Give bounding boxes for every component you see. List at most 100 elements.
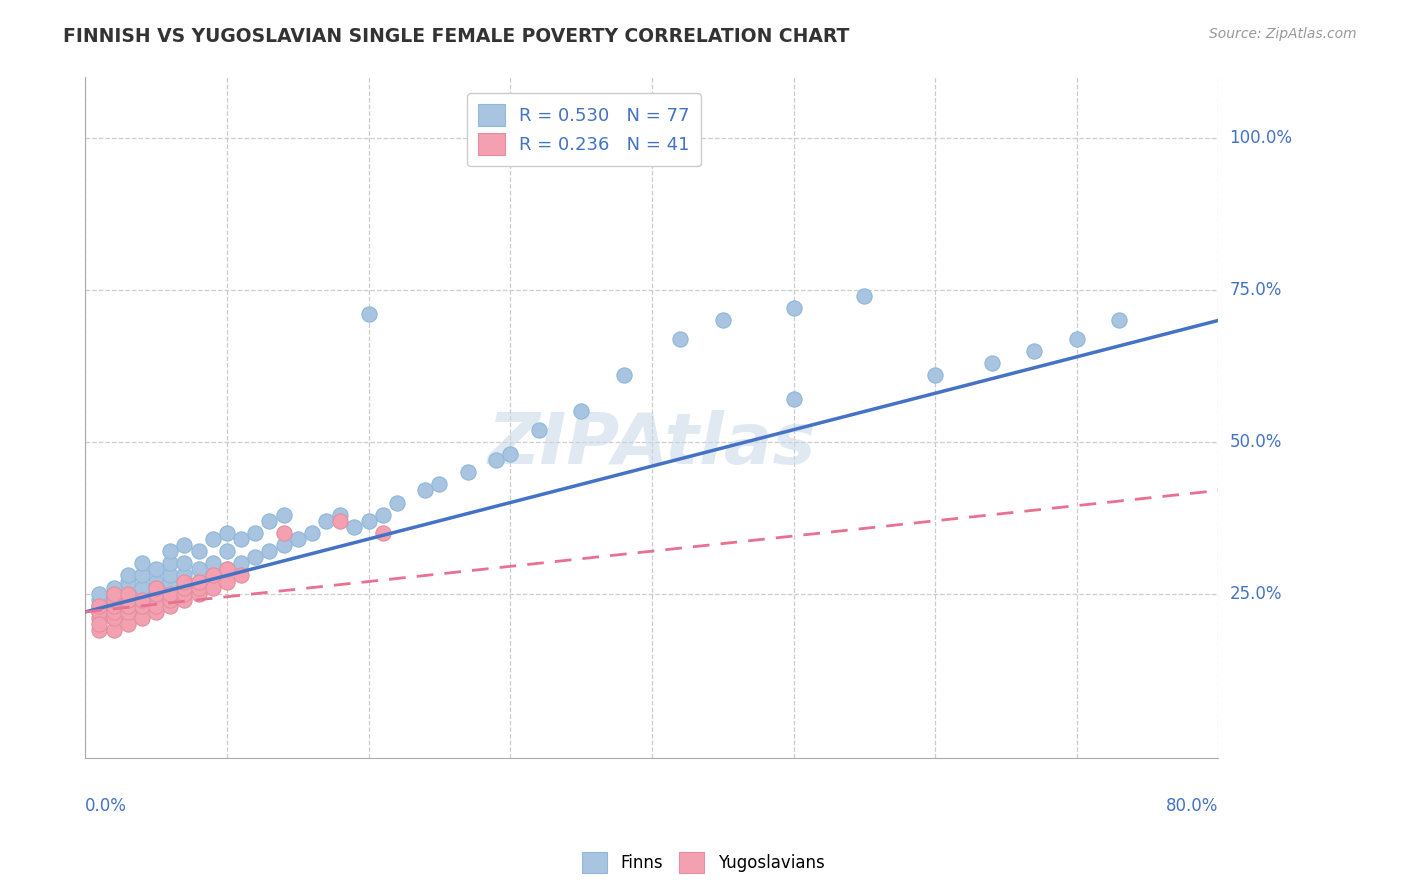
- Point: [103, 592, 125, 607]
- Point: [103, 611, 125, 625]
- Point: [980, 356, 1002, 370]
- Point: [131, 581, 153, 595]
- Text: 0.0%: 0.0%: [86, 797, 127, 814]
- Point: [131, 599, 153, 613]
- Point: [229, 532, 252, 546]
- Point: [343, 520, 366, 534]
- Point: [924, 368, 946, 382]
- Point: [215, 525, 238, 540]
- Point: [159, 557, 181, 571]
- Point: [201, 532, 224, 546]
- Point: [103, 581, 125, 595]
- Point: [315, 514, 337, 528]
- Point: [187, 562, 209, 576]
- Point: [117, 605, 139, 619]
- Point: [103, 587, 125, 601]
- Point: [159, 574, 181, 589]
- Point: [201, 568, 224, 582]
- Point: [117, 568, 139, 582]
- Text: 25.0%: 25.0%: [1230, 584, 1282, 603]
- Point: [117, 574, 139, 589]
- Point: [145, 562, 167, 576]
- Point: [569, 404, 592, 418]
- Legend: R = 0.530   N = 77, R = 0.236   N = 41: R = 0.530 N = 77, R = 0.236 N = 41: [467, 94, 700, 166]
- Text: FINNISH VS YUGOSLAVIAN SINGLE FEMALE POVERTY CORRELATION CHART: FINNISH VS YUGOSLAVIAN SINGLE FEMALE POV…: [63, 27, 849, 45]
- Point: [711, 313, 734, 327]
- Point: [173, 587, 195, 601]
- Point: [215, 562, 238, 576]
- Text: 80.0%: 80.0%: [1166, 797, 1219, 814]
- Text: 50.0%: 50.0%: [1230, 433, 1282, 450]
- Point: [1066, 332, 1088, 346]
- Point: [131, 592, 153, 607]
- Point: [145, 574, 167, 589]
- Point: [329, 508, 352, 522]
- Point: [245, 550, 267, 565]
- Point: [159, 544, 181, 558]
- Point: [131, 557, 153, 571]
- Point: [287, 532, 309, 546]
- Point: [131, 587, 153, 601]
- Point: [89, 617, 111, 632]
- Point: [145, 605, 167, 619]
- Point: [385, 495, 408, 509]
- Point: [131, 568, 153, 582]
- Point: [215, 562, 238, 576]
- Point: [471, 125, 494, 139]
- Text: ZIPAtlas: ZIPAtlas: [488, 410, 815, 479]
- Text: 100.0%: 100.0%: [1230, 129, 1292, 147]
- Point: [117, 599, 139, 613]
- Point: [89, 599, 111, 613]
- Point: [173, 574, 195, 589]
- Point: [669, 332, 692, 346]
- Point: [215, 544, 238, 558]
- Point: [853, 289, 876, 303]
- Point: [173, 557, 195, 571]
- Point: [201, 568, 224, 582]
- Point: [159, 568, 181, 582]
- Point: [131, 599, 153, 613]
- Point: [782, 301, 804, 316]
- Point: [145, 581, 167, 595]
- Point: [215, 574, 238, 589]
- Point: [429, 477, 451, 491]
- Point: [357, 307, 380, 321]
- Point: [259, 514, 281, 528]
- Point: [782, 392, 804, 407]
- Point: [273, 525, 295, 540]
- Point: [229, 557, 252, 571]
- Point: [173, 538, 195, 552]
- Point: [187, 574, 209, 589]
- Point: [329, 514, 352, 528]
- Point: [245, 525, 267, 540]
- Point: [103, 605, 125, 619]
- Point: [413, 483, 436, 498]
- Point: [117, 605, 139, 619]
- Point: [89, 605, 111, 619]
- Point: [1108, 313, 1130, 327]
- Point: [117, 592, 139, 607]
- Point: [89, 611, 111, 625]
- Text: Source: ZipAtlas.com: Source: ZipAtlas.com: [1209, 27, 1357, 41]
- Point: [145, 599, 167, 613]
- Point: [187, 581, 209, 595]
- Point: [103, 599, 125, 613]
- Point: [117, 592, 139, 607]
- Point: [301, 525, 323, 540]
- Point: [357, 514, 380, 528]
- Point: [173, 568, 195, 582]
- Point: [201, 557, 224, 571]
- Point: [457, 465, 479, 479]
- Point: [131, 611, 153, 625]
- Point: [159, 587, 181, 601]
- Point: [103, 587, 125, 601]
- Point: [187, 544, 209, 558]
- Point: [371, 508, 394, 522]
- Point: [103, 599, 125, 613]
- Point: [273, 508, 295, 522]
- Point: [117, 617, 139, 632]
- Point: [103, 611, 125, 625]
- Point: [89, 587, 111, 601]
- Point: [145, 587, 167, 601]
- Point: [103, 623, 125, 637]
